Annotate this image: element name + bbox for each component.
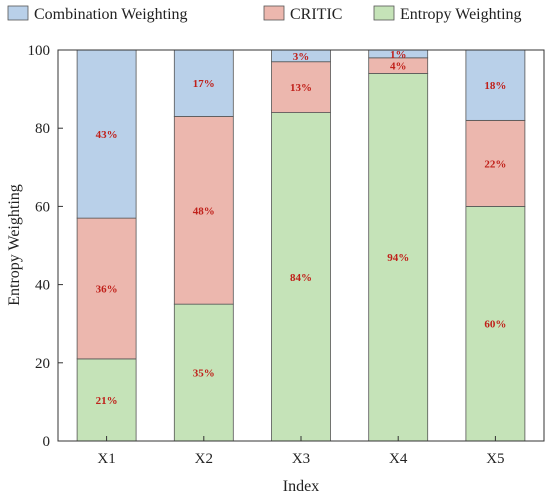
axes: X1 X2 X3 X4 X5 0 20 40 60 80 100 [28,43,505,467]
legend-swatch-combination-weighting [7,5,29,21]
data-label-critic-x1: 36% [96,284,118,296]
data-label-entropy-weighting-x4: 94% [387,252,409,264]
x-tick-label-x1: X1 [97,451,115,467]
x-tick-label-x3: X3 [292,451,310,467]
bar-critic-x3 [271,61,331,113]
y-tick-label-60: 60 [35,199,50,215]
bar-entropy-weighting-x1 [76,358,137,442]
plot-frame [57,49,545,442]
data-label-critic-x5: 22% [484,158,506,170]
bar-critic-x1 [76,217,137,360]
bars-layer [76,49,526,442]
y-tick-label-40: 40 [35,278,50,294]
bar-entropy-weighting-x2 [173,303,234,442]
legend-label-entropy-weighting: Entropy Weighting [400,6,522,23]
legend-swatch-critic [263,5,285,21]
data-label-entropy-weighting-x2: 35% [193,368,215,380]
data-labels-layer: 21% 36% 43% 35% 48% 17% 84% 13% 3% 94% 4%1% 60% 22% 1… [96,49,507,407]
x-tick-label-x5: X5 [486,451,504,467]
data-label-critic-x3: 13% [290,82,312,94]
data-label-combination-weighting-x4: 1% [390,49,407,61]
legend-label-critic: CRITIC [290,6,342,23]
x-tick-label-x2: X2 [195,451,213,467]
data-label-combination-weighting-x3: 3% [293,51,310,63]
x-axis-title: Index [283,478,319,495]
bar-combination-weighting-x5 [465,49,526,121]
bar-entropy-weighting-x5 [465,205,526,442]
data-label-entropy-weighting-x5: 60% [484,319,506,331]
legend-label-combination-weighting: Combination Weighting [34,6,188,23]
bar-critic-x5 [465,119,526,207]
data-label-combination-weighting-x2: 17% [193,78,215,90]
y-tick-label-100: 100 [28,43,51,59]
x-tick-label-x4: X4 [389,451,408,467]
data-label-combination-weighting-x5: 18% [484,80,506,92]
y-tick-label-80: 80 [35,121,50,137]
bar-critic-x2 [173,116,234,305]
legend: Combination Weighting CRITIC Entropy Wei… [7,5,522,23]
bar-entropy-weighting-x4 [368,73,429,442]
y-tick-label-20: 20 [35,356,50,372]
data-label-critic-x4: 4% [390,61,407,73]
y-axis-title: Entropy Weighting [6,184,23,306]
data-label-critic-x2: 48% [193,205,215,217]
data-label-entropy-weighting-x3: 84% [290,272,312,284]
legend-swatch-entropy-weighting [373,5,395,21]
y-tick-label-0: 0 [43,434,51,450]
bar-combination-weighting-x2 [173,49,234,117]
data-label-entropy-weighting-x1: 21% [96,395,118,407]
data-label-combination-weighting-x1: 43% [96,129,118,141]
